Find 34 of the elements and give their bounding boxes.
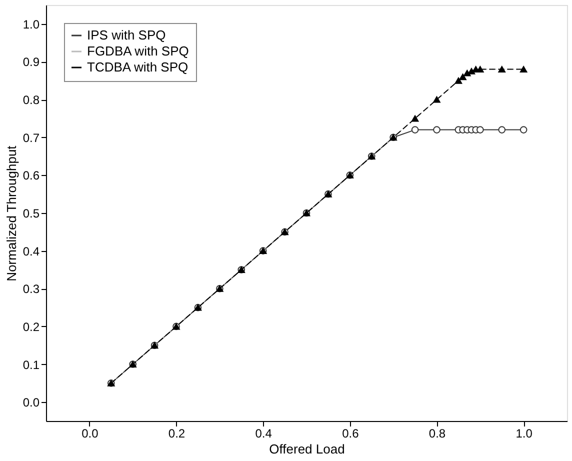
x-tick-label: 0.8 xyxy=(428,426,446,440)
legend-label: FGDBA with SPQ xyxy=(87,44,189,58)
point xyxy=(498,126,506,134)
point xyxy=(411,115,419,122)
y-axis-title: Normalized Throughput xyxy=(4,145,19,282)
y-tick-label: 1.0 xyxy=(22,17,40,32)
point xyxy=(454,77,462,84)
y-tick-label: 0.3 xyxy=(22,282,40,296)
x-axis-title: Offered Load xyxy=(269,442,345,456)
point xyxy=(498,66,506,73)
point xyxy=(468,68,476,74)
point xyxy=(433,126,440,134)
y-tick-label: 0.5 xyxy=(22,206,40,220)
x-tick-label: 0.2 xyxy=(168,426,186,440)
y-tick-label: 0.2 xyxy=(22,320,40,334)
x-tick-label: 0.6 xyxy=(342,426,360,440)
y-tick-label: 0.7 xyxy=(22,130,40,145)
y-tick-label: 0.0 xyxy=(22,396,40,410)
x-tick-label: 0.4 xyxy=(255,426,272,440)
y-tick-label: 0.9 xyxy=(22,55,40,70)
y-tick-label: 0.6 xyxy=(22,168,40,183)
point xyxy=(433,96,440,103)
point xyxy=(520,126,528,134)
y-tick-label: 0.4 xyxy=(22,244,40,258)
point xyxy=(476,126,484,134)
x-tick-label: 0.0 xyxy=(82,426,99,440)
y-tick-label: 0.8 xyxy=(22,93,40,108)
point xyxy=(520,66,528,73)
legend-label: IPS with SPQ xyxy=(87,28,166,42)
point xyxy=(459,74,466,80)
point xyxy=(411,126,419,134)
x-tick-label: 1.0 xyxy=(516,426,533,440)
legend-label: TCDBA with SPQ xyxy=(87,60,188,74)
y-tick-label: 0.1 xyxy=(22,358,40,372)
